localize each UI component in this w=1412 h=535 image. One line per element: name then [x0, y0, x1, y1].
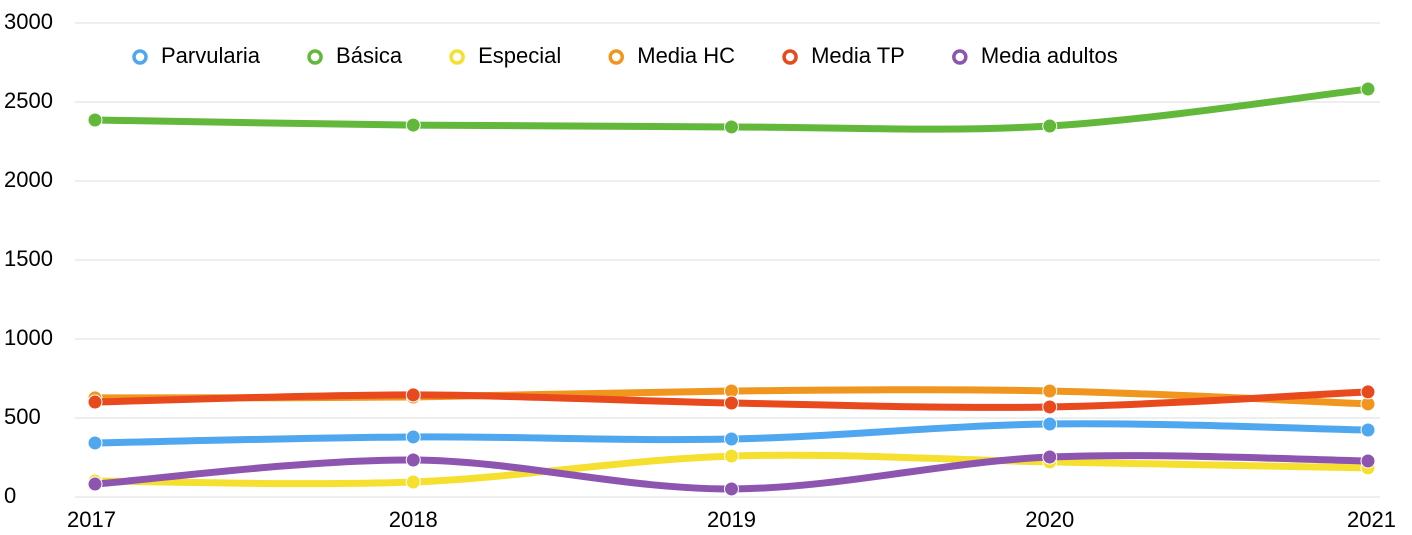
legend-item: Media TP: [782, 43, 905, 68]
legend-item: Especial: [449, 43, 561, 68]
legend-item: Parvularia: [132, 43, 261, 68]
x-tick-label: 2019: [707, 507, 756, 532]
legend-marker: [307, 49, 323, 65]
legend-marker: [132, 49, 148, 65]
x-tick-label: 2021: [1347, 507, 1396, 532]
legend-marker: [449, 49, 465, 65]
data-point: [1042, 383, 1058, 399]
data-point: [87, 435, 103, 451]
data-point: [405, 474, 421, 490]
y-tick-label: 2500: [4, 88, 53, 113]
data-point: [1042, 416, 1058, 432]
y-tick-label: 1500: [4, 246, 53, 271]
legend-label: Media HC: [637, 43, 735, 68]
data-point: [1360, 422, 1376, 438]
y-tick-label: 2000: [4, 167, 53, 192]
data-point: [1360, 81, 1376, 97]
data-point: [87, 476, 103, 492]
data-point: [724, 431, 739, 447]
data-point: [724, 119, 739, 135]
data-point: [1042, 449, 1058, 465]
legend-item: Media HC: [608, 43, 735, 68]
data-point: [1042, 118, 1058, 134]
data-point: [405, 387, 421, 403]
data-point: [87, 394, 103, 410]
legend-label: Básica: [336, 43, 403, 68]
data-point: [1360, 453, 1376, 469]
data-point: [87, 112, 103, 128]
legend-marker: [782, 49, 798, 65]
data-point: [724, 395, 739, 411]
legend-label: Parvularia: [161, 43, 261, 68]
data-point: [1042, 399, 1058, 415]
data-point: [405, 452, 421, 468]
y-tick-label: 0: [4, 483, 16, 508]
legend-label: Media adultos: [981, 43, 1118, 68]
data-point: [1360, 384, 1376, 400]
legend-marker: [608, 49, 624, 65]
legend-item: Media adultos: [952, 43, 1118, 68]
y-tick-label: 1000: [4, 325, 53, 350]
x-tick-label: 2020: [1025, 507, 1074, 532]
data-point: [724, 448, 739, 464]
data-point: [724, 481, 739, 497]
legend-label: Especial: [478, 43, 561, 68]
legend-marker: [952, 49, 968, 65]
legend-item: Básica: [307, 43, 403, 68]
data-point: [405, 117, 421, 133]
y-tick-label: 3000: [4, 9, 53, 34]
x-tick-label: 2018: [389, 507, 438, 532]
y-tick-label: 500: [4, 404, 41, 429]
x-tick-label: 2017: [67, 507, 116, 532]
data-point: [405, 429, 421, 445]
legend-label: Media TP: [811, 43, 905, 68]
